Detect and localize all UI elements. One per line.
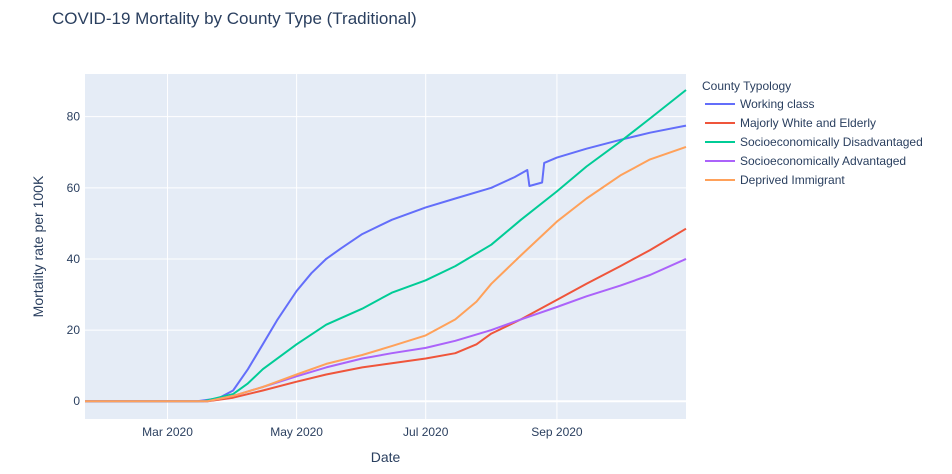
series-line-0 — [85, 124, 687, 403]
legend-title: County Typology — [702, 79, 791, 93]
y-tick-label: 0 — [73, 394, 80, 408]
legend-item-1[interactable]: Majorly White and Elderly — [705, 116, 876, 130]
legend-label: Socioeconomically Disadvantaged — [740, 135, 923, 149]
y-tick-label: 20 — [67, 323, 81, 337]
x-tick-label: Jul 2020 — [403, 425, 449, 439]
series-line-4 — [85, 145, 687, 403]
series-line-1 — [85, 227, 687, 403]
legend-item-0[interactable]: Working class — [705, 97, 814, 111]
legend-label: Majorly White and Elderly — [740, 116, 876, 130]
x-tick-label: Sep 2020 — [531, 425, 583, 439]
x-tick-label: Mar 2020 — [142, 425, 193, 439]
chart-title: COVID-19 Mortality by County Type (Tradi… — [52, 9, 417, 28]
x-axis-title: Date — [371, 449, 401, 465]
legend-item-2[interactable]: Socioeconomically Disadvantaged — [705, 135, 923, 149]
legend-item-3[interactable]: Socioeconomically Advantaged — [705, 154, 906, 168]
legend[interactable]: Working class Majorly White and Elderly So… — [705, 97, 923, 187]
plot-area — [85, 74, 686, 419]
series-line-2 — [85, 89, 687, 403]
y-tick-label: 80 — [67, 110, 81, 124]
series-lines — [85, 89, 687, 403]
y-tick-label: 40 — [67, 252, 81, 266]
y-tick-label: 60 — [67, 181, 81, 195]
legend-label: Working class — [740, 97, 814, 111]
x-tick-label: May 2020 — [270, 425, 323, 439]
legend-label: Deprived Immigrant — [740, 173, 845, 187]
legend-item-4[interactable]: Deprived Immigrant — [705, 173, 845, 187]
y-axis-title: Mortality rate per 100K — [30, 175, 46, 317]
legend-label: Socioeconomically Advantaged — [740, 154, 906, 168]
tick-labels: Mar 2020 May 2020 Jul 2020 Sep 2020 0 20 40 60 8… — [67, 110, 583, 439]
